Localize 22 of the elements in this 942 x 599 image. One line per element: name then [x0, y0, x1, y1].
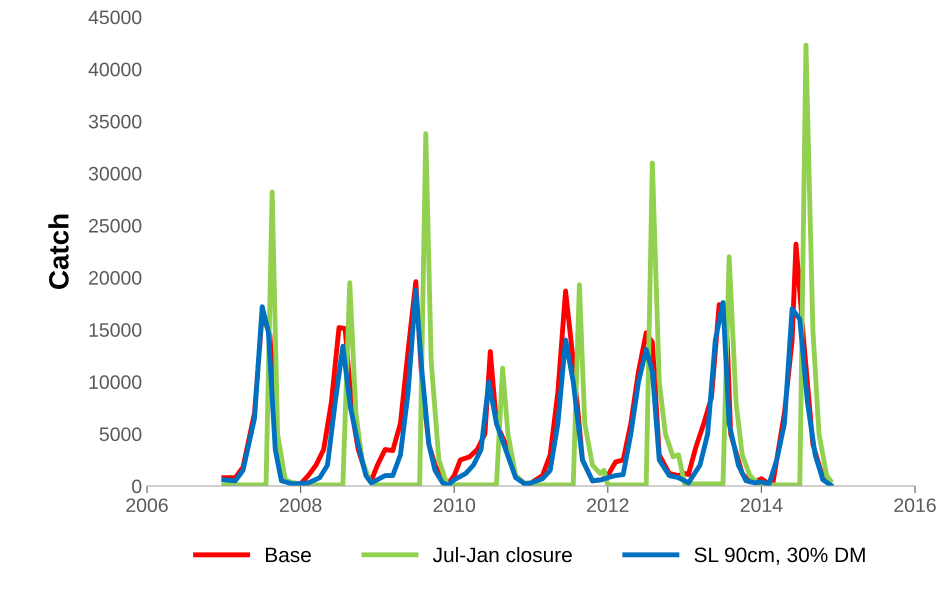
x-tick-label: 2010 [434, 498, 476, 512]
y-tick-label: 0 [132, 479, 142, 494]
legend-label: Jul-Jan closure [432, 546, 572, 562]
y-tick-label: 45000 [88, 10, 142, 24]
y-tick-label: 5000 [100, 427, 142, 442]
y-tick-label: 10000 [90, 375, 142, 390]
y-tick-label: 20000 [89, 271, 142, 285]
y-tick-label: 35000 [88, 114, 142, 128]
x-tick-label: 2014 [740, 498, 782, 512]
line-series [221, 288, 833, 486]
y-tick-label: 25000 [89, 218, 142, 233]
legend-label: SL 90cm, 30% DM [694, 548, 865, 565]
y-axis-title: Catch [48, 214, 69, 289]
x-tick-label: 2006 [126, 498, 168, 512]
x-tick-label: 2016 [894, 498, 936, 512]
legend-label: Base [266, 548, 311, 562]
y-tick-label: 30000 [88, 166, 142, 181]
x-tick-label: 2008 [280, 498, 322, 512]
y-tick-label: 40000 [88, 62, 142, 76]
y-tick-label: 15000 [90, 323, 142, 337]
line-series [221, 42, 833, 486]
x-tick-label: 2012 [587, 498, 628, 512]
